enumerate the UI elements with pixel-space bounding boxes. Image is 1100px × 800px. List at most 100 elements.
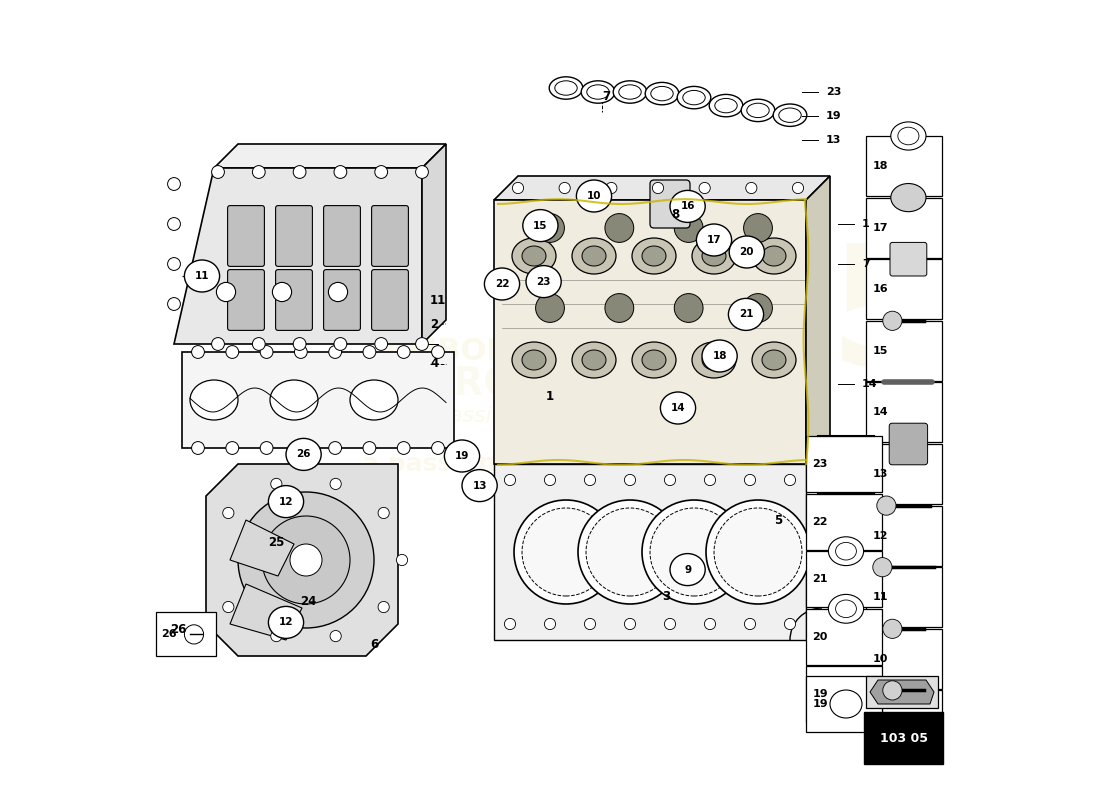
Circle shape (191, 346, 205, 358)
Bar (806, 436, 882, 492)
Circle shape (605, 214, 634, 242)
Text: 19: 19 (813, 699, 828, 709)
Circle shape (185, 625, 204, 644)
Circle shape (271, 630, 282, 642)
Ellipse shape (572, 342, 616, 378)
Text: 103 05: 103 05 (880, 732, 927, 745)
Circle shape (290, 544, 322, 576)
Ellipse shape (729, 236, 764, 268)
Ellipse shape (702, 246, 726, 266)
Bar (866, 690, 942, 750)
Text: 1: 1 (862, 219, 870, 229)
Circle shape (191, 442, 205, 454)
Polygon shape (230, 520, 294, 576)
Circle shape (559, 182, 570, 194)
FancyBboxPatch shape (372, 270, 408, 330)
Ellipse shape (828, 537, 864, 566)
Circle shape (329, 442, 341, 454)
Circle shape (271, 478, 282, 490)
Text: 1: 1 (546, 390, 554, 402)
Text: 15: 15 (872, 346, 888, 356)
Text: 12: 12 (872, 530, 888, 541)
Circle shape (625, 618, 636, 630)
Polygon shape (494, 464, 806, 640)
Bar (866, 259, 942, 319)
Polygon shape (206, 464, 398, 656)
Text: 85: 85 (714, 238, 946, 402)
Ellipse shape (632, 342, 676, 378)
Circle shape (378, 507, 389, 518)
Ellipse shape (702, 340, 737, 372)
Ellipse shape (710, 94, 742, 117)
Ellipse shape (642, 246, 666, 266)
Text: 14: 14 (872, 407, 888, 418)
Text: 12: 12 (278, 497, 294, 506)
Text: 26: 26 (162, 630, 177, 639)
Ellipse shape (619, 85, 641, 99)
Text: 22: 22 (813, 517, 828, 526)
Bar (866, 567, 942, 627)
Circle shape (714, 508, 802, 596)
Circle shape (746, 182, 757, 194)
Ellipse shape (692, 238, 736, 274)
Text: 7: 7 (862, 259, 870, 269)
Circle shape (363, 442, 376, 454)
Circle shape (330, 630, 341, 642)
Ellipse shape (670, 190, 705, 222)
Bar (806, 609, 882, 665)
Polygon shape (182, 352, 454, 448)
Circle shape (238, 492, 374, 628)
Circle shape (397, 442, 410, 454)
Ellipse shape (512, 238, 556, 274)
Ellipse shape (762, 246, 786, 266)
Bar (806, 551, 882, 607)
Circle shape (578, 500, 682, 604)
FancyBboxPatch shape (276, 270, 312, 330)
Polygon shape (870, 680, 934, 704)
Circle shape (536, 294, 564, 322)
Circle shape (211, 166, 224, 178)
Ellipse shape (642, 350, 666, 370)
Circle shape (334, 166, 346, 178)
Circle shape (513, 182, 524, 194)
Circle shape (606, 182, 617, 194)
Bar (865, 712, 943, 764)
Circle shape (397, 346, 410, 358)
Circle shape (261, 346, 273, 358)
Text: 3: 3 (662, 590, 670, 602)
Ellipse shape (660, 392, 695, 424)
Bar (866, 382, 942, 442)
Bar (866, 444, 942, 504)
FancyBboxPatch shape (890, 242, 927, 276)
Bar (806, 494, 882, 550)
Circle shape (584, 474, 595, 486)
Polygon shape (494, 200, 806, 464)
Circle shape (295, 442, 307, 454)
Circle shape (375, 338, 387, 350)
Circle shape (261, 442, 273, 454)
Circle shape (167, 218, 180, 230)
Text: 14: 14 (671, 403, 685, 413)
Text: LAMBORGHINI: LAMBORGHINI (298, 365, 610, 403)
Ellipse shape (185, 260, 220, 292)
Ellipse shape (581, 81, 615, 103)
Circle shape (674, 214, 703, 242)
Circle shape (294, 338, 306, 350)
Circle shape (514, 500, 618, 604)
Circle shape (664, 618, 675, 630)
Text: 18: 18 (872, 161, 888, 171)
Circle shape (211, 338, 224, 350)
Circle shape (883, 619, 902, 638)
Text: a passion for: a passion for (362, 452, 546, 476)
Ellipse shape (286, 438, 321, 470)
Ellipse shape (350, 380, 398, 420)
Circle shape (544, 618, 556, 630)
Ellipse shape (522, 246, 546, 266)
Ellipse shape (836, 600, 857, 618)
Ellipse shape (752, 342, 796, 378)
Circle shape (745, 618, 756, 630)
Circle shape (330, 478, 341, 490)
Circle shape (378, 602, 389, 613)
Circle shape (652, 182, 663, 194)
Circle shape (605, 294, 634, 322)
